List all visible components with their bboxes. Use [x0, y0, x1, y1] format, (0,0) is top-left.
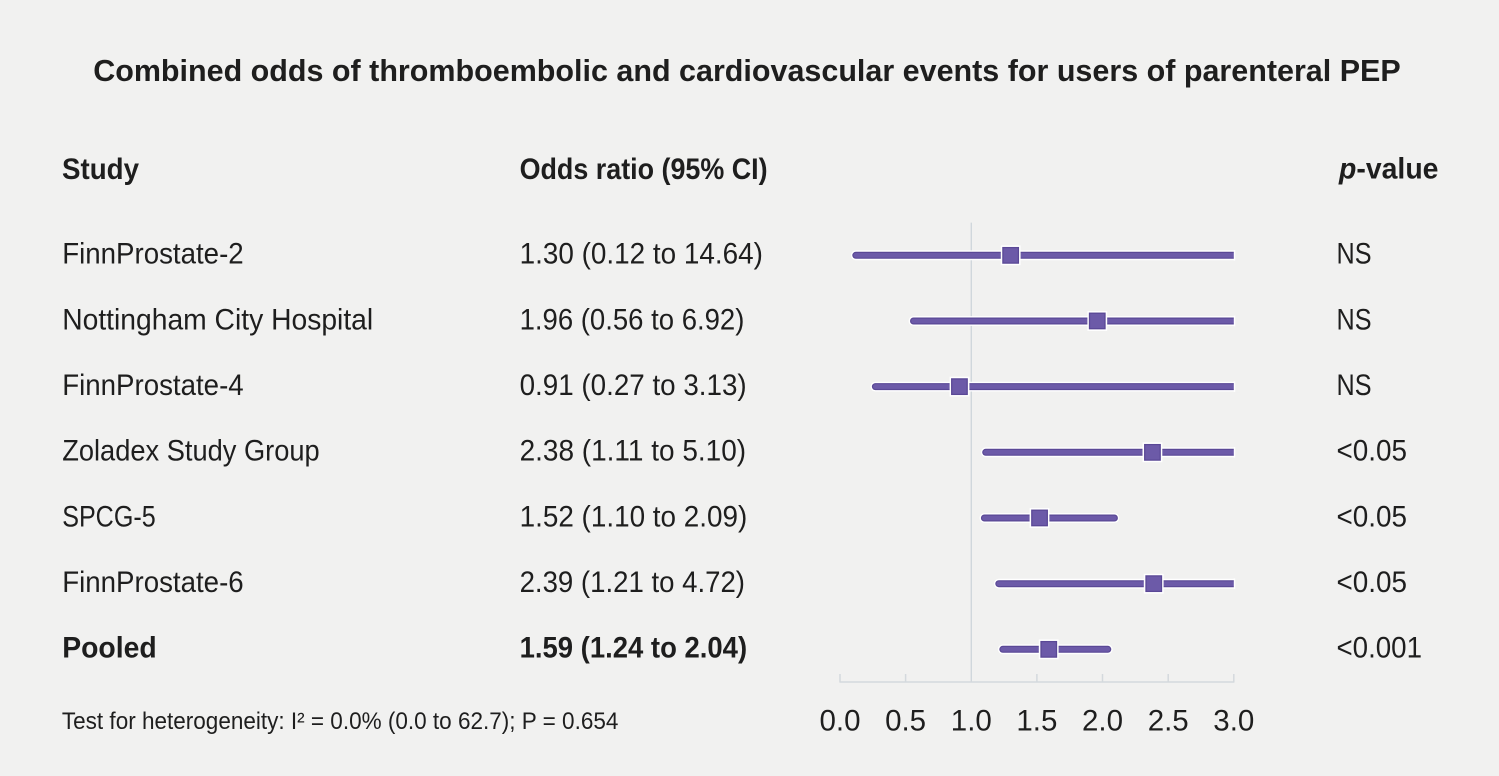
svg-text:2.5: 2.5 [1148, 705, 1189, 738]
svg-text:1.30 (0.12 to 14.64): 1.30 (0.12 to 14.64) [520, 238, 763, 271]
svg-text:Combined odds of thromboemboli: Combined odds of thromboembolic and card… [93, 54, 1401, 88]
svg-text:Study: Study [62, 153, 140, 186]
svg-text:1.59 (1.24 to 2.04): 1.59 (1.24 to 2.04) [520, 632, 748, 665]
svg-text:FinnProstate-6: FinnProstate-6 [62, 566, 244, 599]
svg-text:<0.001: <0.001 [1337, 632, 1423, 665]
svg-text:NS: NS [1337, 238, 1372, 271]
svg-text:2.39 (1.21 to 4.72): 2.39 (1.21 to 4.72) [520, 566, 745, 599]
svg-text:1.0: 1.0 [951, 705, 992, 738]
svg-text:p-value: p-value [1338, 153, 1438, 186]
svg-text:Zoladex Study Group: Zoladex Study Group [62, 435, 320, 468]
svg-text:<0.05: <0.05 [1337, 435, 1408, 468]
svg-text:Odds ratio (95% CI): Odds ratio (95% CI) [520, 153, 768, 186]
svg-text:0.91 (0.27 to 3.13): 0.91 (0.27 to 3.13) [520, 369, 747, 402]
svg-text:Nottingham City Hospital: Nottingham City Hospital [62, 303, 373, 336]
svg-text:Pooled: Pooled [62, 632, 157, 665]
svg-text:<0.05: <0.05 [1337, 500, 1408, 533]
svg-text:3.0: 3.0 [1213, 705, 1254, 738]
svg-text:2.0: 2.0 [1082, 705, 1123, 738]
svg-text:Test for heterogeneity: I² = 0: Test for heterogeneity: I² = 0.0% (0.0 t… [62, 709, 619, 735]
svg-text:1.52 (1.10 to 2.09): 1.52 (1.10 to 2.09) [520, 500, 748, 533]
svg-text:SPCG-5: SPCG-5 [62, 500, 156, 533]
svg-text:1.5: 1.5 [1016, 705, 1057, 738]
svg-text:NS: NS [1337, 369, 1372, 402]
svg-text:<0.05: <0.05 [1337, 566, 1408, 599]
svg-text:2.38 (1.11 to 5.10): 2.38 (1.11 to 5.10) [520, 435, 747, 468]
svg-text:0.0: 0.0 [819, 705, 860, 738]
svg-text:NS: NS [1337, 303, 1372, 336]
svg-text:0.5: 0.5 [885, 705, 926, 738]
svg-text:1.96 (0.56 to 6.92): 1.96 (0.56 to 6.92) [520, 303, 745, 336]
svg-text:FinnProstate-4: FinnProstate-4 [62, 369, 244, 402]
svg-text:FinnProstate-2: FinnProstate-2 [62, 238, 244, 271]
